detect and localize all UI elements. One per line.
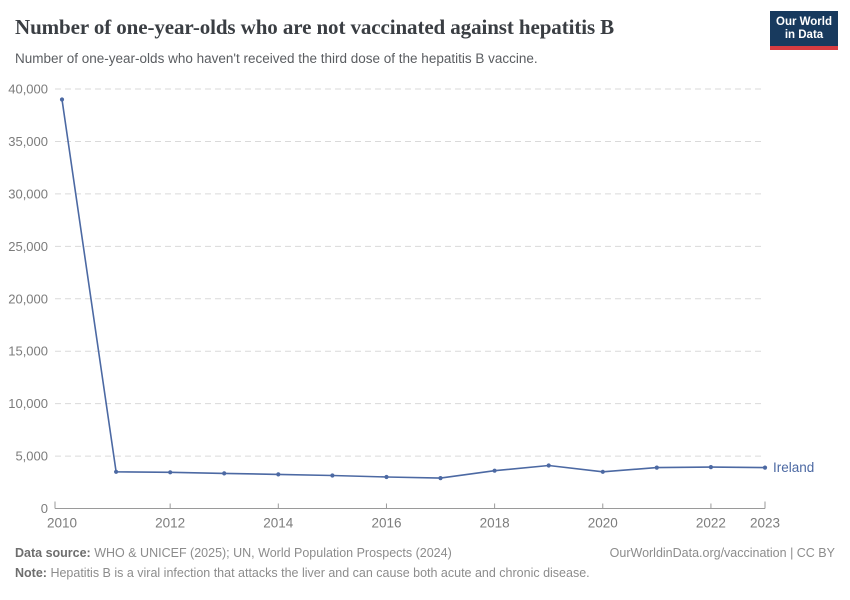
page-title: Number of one-year-olds who are not vacc…: [15, 15, 615, 39]
y-tick-label: 10,000: [8, 396, 48, 411]
data-point[interactable]: [59, 97, 65, 102]
x-tick-label: 2023: [750, 516, 780, 531]
owid-logo-line2: in Data: [784, 29, 824, 41]
y-tick-label: 15,000: [8, 344, 48, 359]
data-point[interactable]: [654, 465, 659, 470]
note: Note: Hepatitis B is a viral infection t…: [15, 565, 835, 582]
series-label[interactable]: Ireland: [773, 460, 814, 475]
data-point[interactable]: [384, 474, 389, 480]
y-tick-label: 40,000: [8, 82, 48, 97]
data-point[interactable]: [168, 470, 173, 475]
data-point[interactable]: [330, 473, 335, 478]
data-point[interactable]: [546, 463, 551, 468]
data-line[interactable]: [61, 99, 766, 479]
x-tick-label: 2022: [696, 516, 726, 531]
owid-logo[interactable]: Our World in Data: [770, 11, 838, 50]
y-tick-label: 20,000: [8, 291, 48, 306]
y-tick-label: 5,000: [15, 449, 48, 464]
y-tick-label: 25,000: [8, 239, 48, 254]
citation-link[interactable]: OurWorldinData.org/vaccination | CC BY: [609, 546, 835, 560]
y-tick-label: 35,000: [8, 134, 48, 149]
note-label: Note:: [15, 566, 47, 580]
data-point[interactable]: [114, 469, 119, 474]
y-tick-label: 30,000: [8, 186, 48, 201]
owid-logo-line1: Our World: [776, 16, 833, 28]
data-source-text: WHO & UNICEF (2025); UN, World Populatio…: [94, 546, 452, 560]
line-chart: 0 5,000 10,000 15,000 20,000 25,000 30,000 35,0…: [8, 82, 814, 531]
x-tick-label: 2010: [47, 516, 77, 531]
data-point[interactable]: [600, 469, 605, 474]
data-source-label: Data source:: [15, 546, 91, 560]
x-tick-label: 2016: [371, 516, 401, 531]
chart-footer: Data source: WHO & UNICEF (2025); UN, Wo…: [15, 545, 835, 582]
data-point[interactable]: [276, 472, 281, 477]
page-subtitle: Number of one-year-olds who haven't rece…: [15, 51, 538, 66]
data-point[interactable]: [492, 468, 497, 473]
data-source: Data source: WHO & UNICEF (2025); UN, Wo…: [15, 545, 452, 562]
data-point[interactable]: [708, 465, 714, 470]
data-point[interactable]: [762, 465, 768, 470]
data-point[interactable]: [222, 471, 227, 476]
x-tick-label: 2012: [155, 516, 185, 531]
y-tick-label: 0: [41, 501, 48, 516]
x-tick-label: 2020: [588, 516, 618, 531]
x-tick-label: 2018: [480, 516, 510, 531]
data-point[interactable]: [438, 476, 443, 481]
note-text: Hepatitis B is a viral infection that at…: [50, 566, 590, 580]
x-tick-label: 2014: [263, 516, 294, 531]
